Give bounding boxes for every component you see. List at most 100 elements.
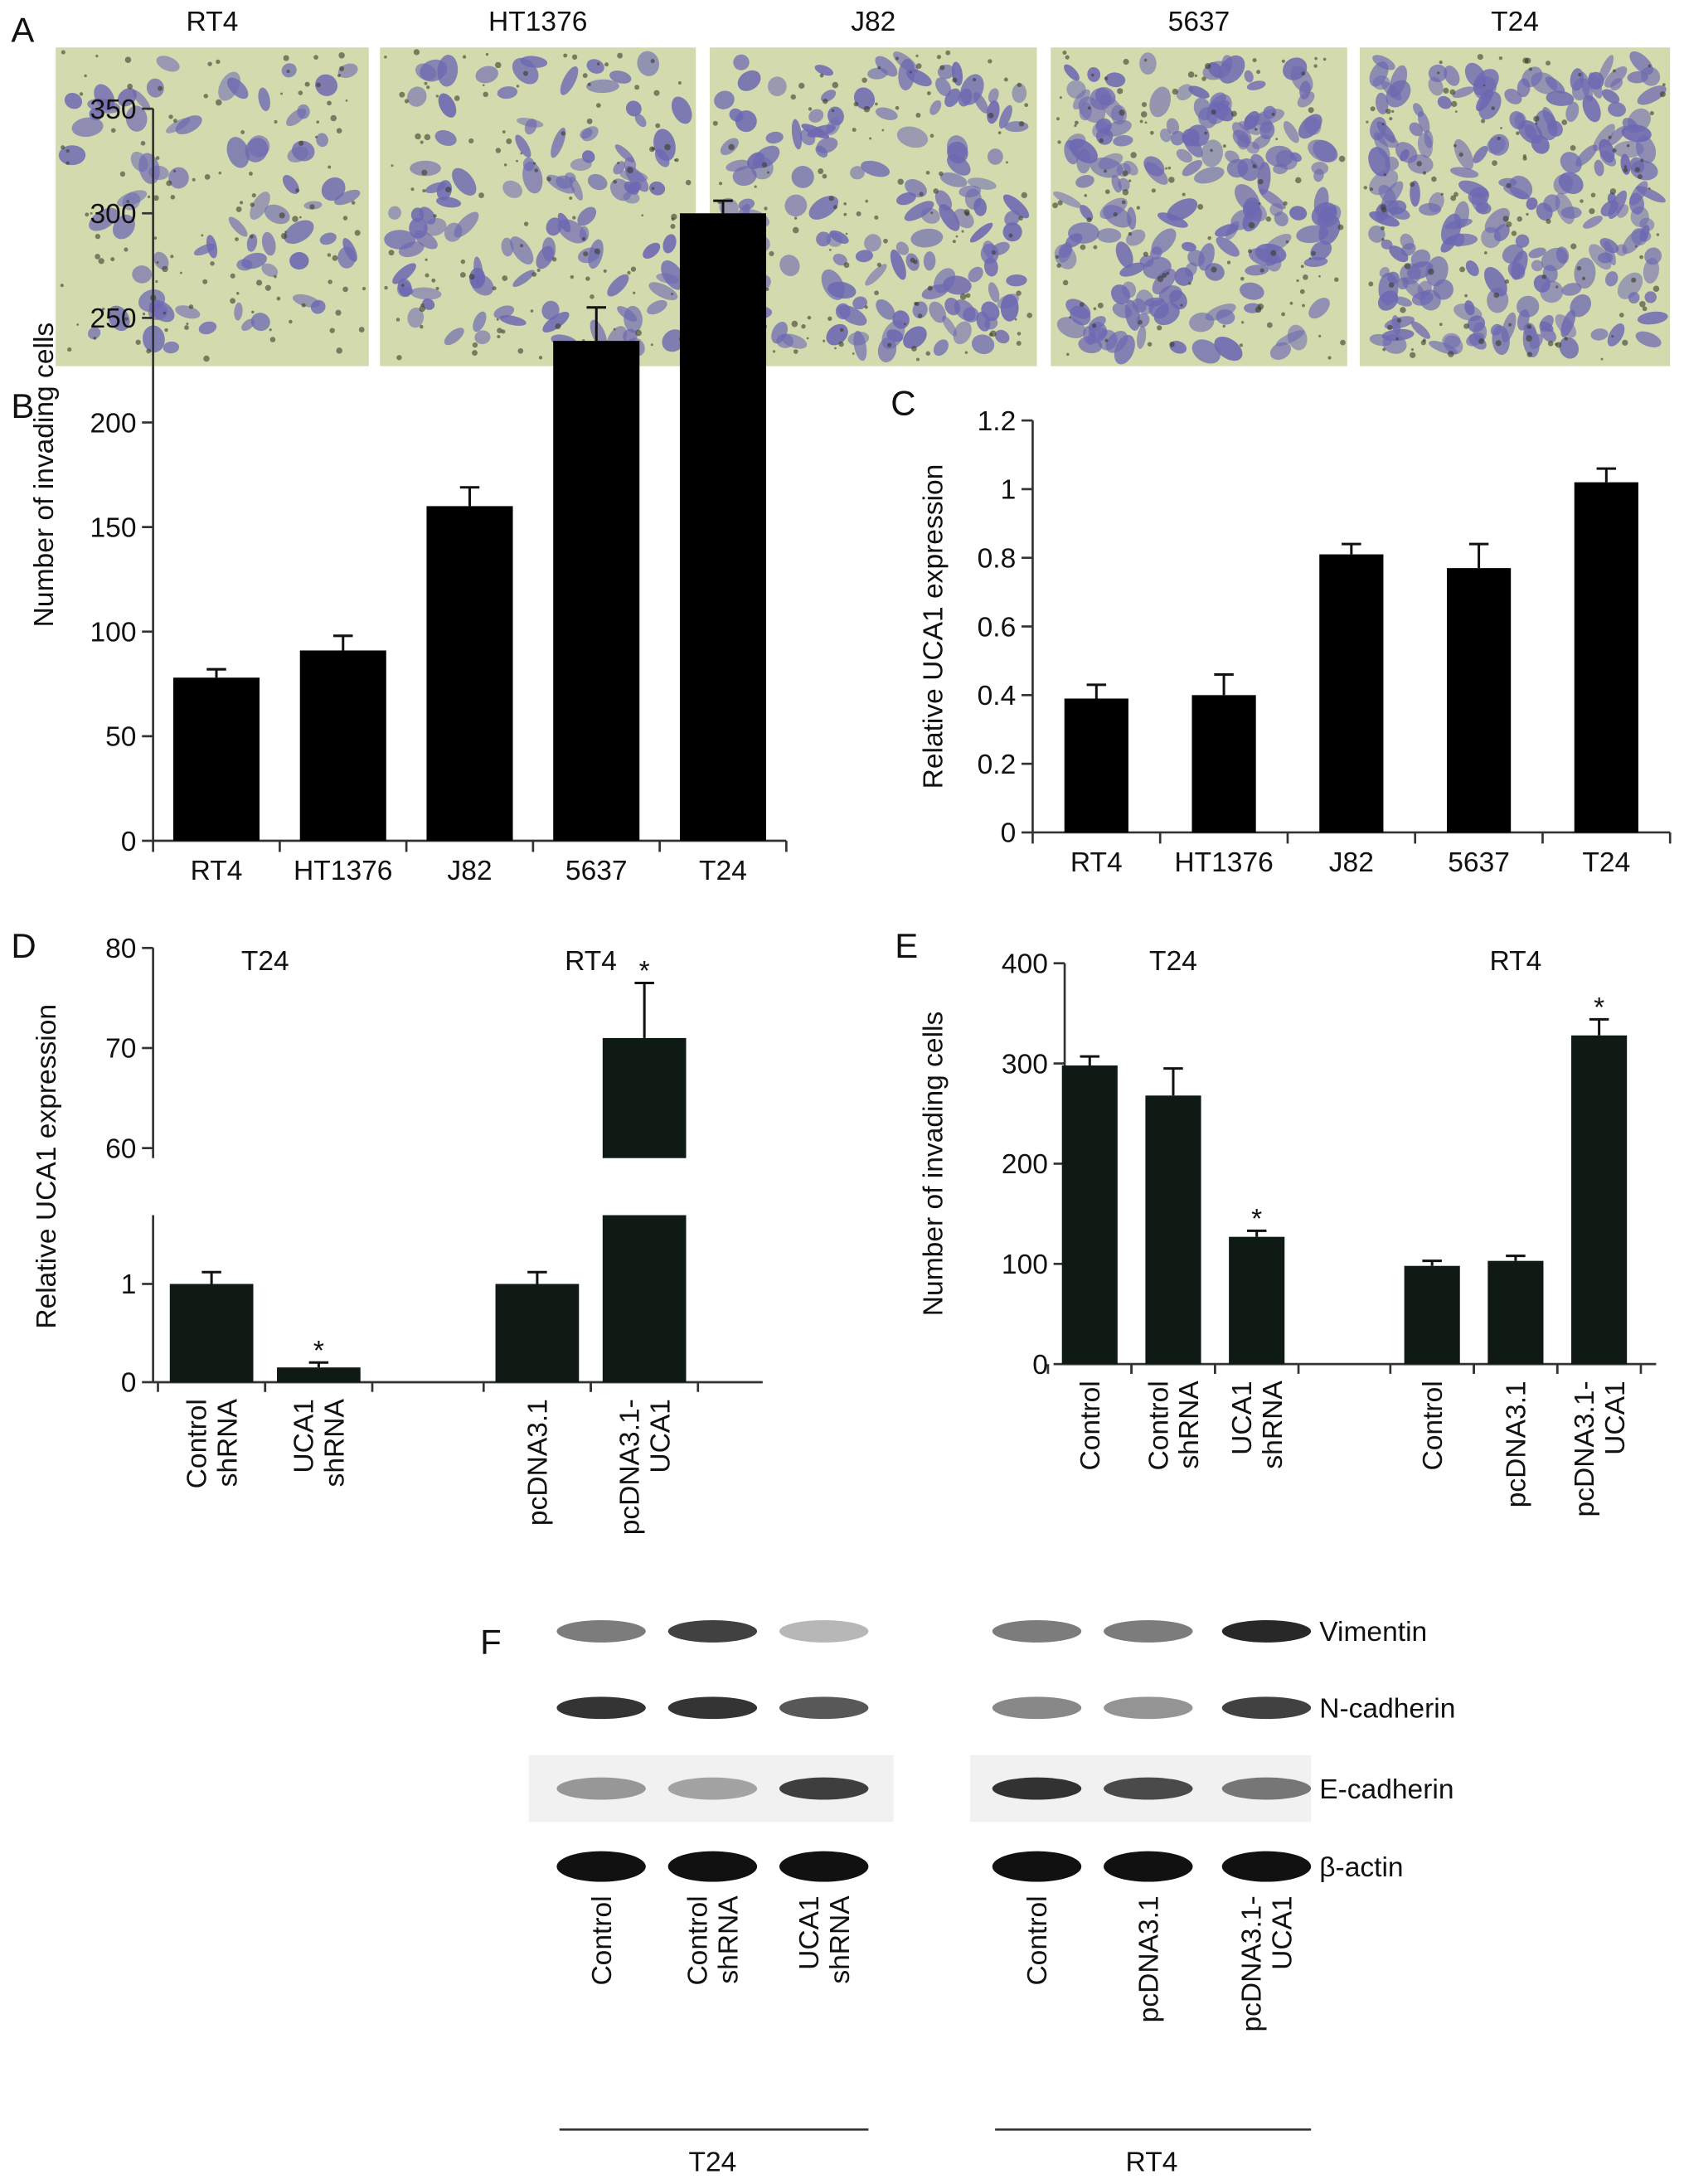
pore [1477,54,1483,61]
cell [958,185,982,197]
pore [1059,96,1062,99]
pore [207,61,212,66]
cell [422,298,435,310]
pore [1157,275,1164,283]
cell [943,275,972,295]
pore [1648,64,1652,68]
bar [1487,1260,1544,1365]
pore [613,180,617,184]
pore [1157,325,1162,331]
cell [815,145,828,158]
pore [585,276,590,281]
pore [1079,302,1085,308]
significance-mark: * [313,1336,324,1366]
cell [973,197,987,216]
pore [832,205,837,210]
cell [1080,205,1094,221]
cell [1257,162,1271,195]
cell [1379,266,1390,278]
y-tick-label: 300 [90,199,136,230]
pore [927,285,933,291]
cell [1160,128,1172,143]
cell [829,230,849,245]
cell [1166,118,1180,135]
pore [766,171,770,174]
pore [1463,323,1469,329]
pore [1437,71,1440,75]
pore [283,55,289,61]
pore [304,81,310,87]
blot-band [779,1696,869,1720]
cell [546,217,562,236]
pore [876,262,882,268]
pore [963,209,970,216]
pore [1211,266,1217,273]
cell [714,90,735,109]
pore [424,81,428,85]
cell [1608,102,1626,117]
pore [162,265,168,273]
pore [1389,117,1393,121]
cell [1376,92,1389,114]
cell [1182,160,1203,177]
pore [299,216,302,219]
pore [1480,119,1486,124]
pore [650,58,655,64]
pore [336,128,342,134]
pore [551,256,557,262]
pore [534,168,538,172]
pore [388,250,395,256]
blot-band [556,1696,646,1720]
pore [482,84,485,87]
x-tick-label: RT4 [191,856,243,886]
pore [119,171,126,177]
pore [235,291,240,295]
pore [1410,182,1415,187]
pore [1334,277,1339,282]
cell [89,207,119,231]
cell [1002,194,1030,219]
pore [651,187,655,191]
pore [1395,337,1399,341]
cell [896,192,916,206]
cell [1150,246,1162,260]
cell [876,298,895,320]
pore [865,199,869,203]
pore [793,349,798,354]
pore [1502,216,1509,222]
pore [1600,357,1604,361]
pore [110,257,115,262]
pore [1506,221,1512,228]
pore [1453,143,1457,148]
pore [431,278,436,283]
cell [1110,284,1131,305]
cell [662,234,677,254]
cell [1582,95,1601,123]
cell [1368,147,1390,177]
pore [124,56,132,63]
cell [87,327,101,340]
cell [865,264,887,286]
cell [1464,300,1475,316]
cell [284,220,314,245]
cell [1560,206,1582,219]
pore [613,328,616,331]
cell [910,228,944,248]
cell [475,66,498,84]
pore [1338,155,1346,163]
cell [1310,240,1332,261]
pore [1187,71,1195,78]
cell [735,110,757,133]
cell [837,304,867,326]
bar [1145,1095,1201,1365]
pore [1649,111,1654,116]
cell [827,106,844,126]
panel-label: F [480,1622,502,1661]
cell [1275,150,1298,170]
cell [1012,83,1027,104]
cell [132,265,153,284]
pore [158,85,163,91]
pore [1258,201,1261,205]
pore [604,62,609,67]
pore [146,348,152,354]
